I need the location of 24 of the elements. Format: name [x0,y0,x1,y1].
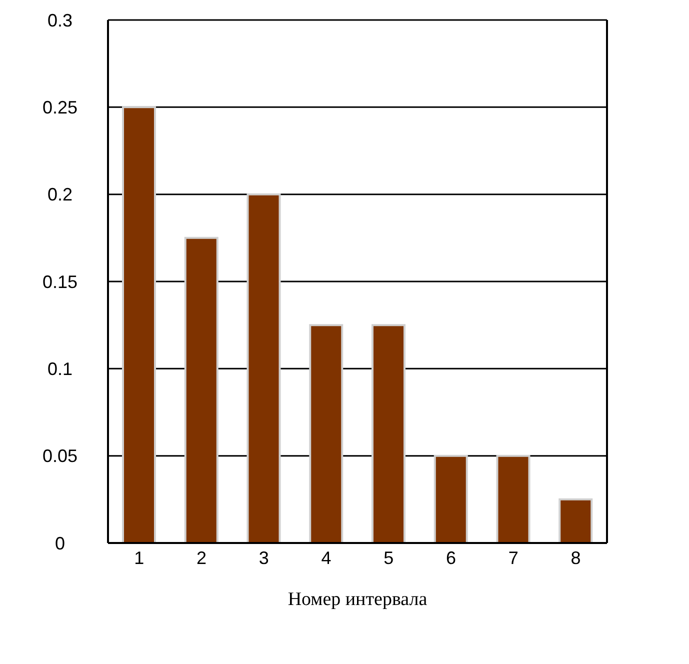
y-tick-label: 0.2 [47,184,73,205]
bar [372,324,406,543]
x-tick-label: 6 [446,548,456,568]
bar [184,236,218,543]
bar [558,498,593,543]
x-tick-label: 8 [570,548,581,568]
x-tick-label: 5 [384,548,394,568]
x-tick-label: 7 [508,548,518,568]
bar [434,454,468,543]
y-tick-label: 0.15 [42,272,78,292]
x-tick-label: 3 [258,548,269,568]
y-tick-label: 0 [54,533,66,554]
x-tick-label: 2 [196,548,207,568]
x-axis-title: Номер интервала [288,589,428,610]
bar [246,193,281,543]
y-tick-label: 0.25 [42,98,78,118]
x-tick-label: 4 [321,548,332,568]
bar [122,106,156,543]
bar [496,454,530,543]
x-tick-label: 1 [134,548,144,568]
y-tick-label: 0.1 [47,359,73,380]
bar [309,324,344,543]
y-tick-label: 0.3 [47,10,73,30]
y-tick-label: 0.05 [42,446,78,466]
